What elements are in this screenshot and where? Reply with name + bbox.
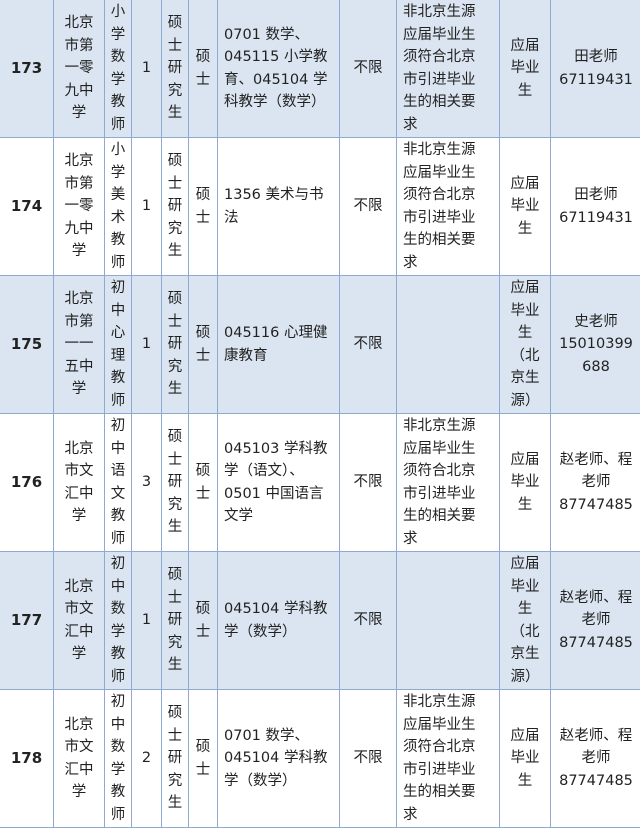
- position-name-cell: 初 中 心 理 教 师: [104, 275, 132, 414]
- contact-info-cell: 赵老师、程 老师 87747485: [550, 413, 640, 552]
- contact-info-cell: 田老师 67119431: [550, 0, 640, 138]
- school-name-cell: 北京 市第 一零 九中 学: [53, 137, 105, 276]
- hiring-count-cell: 2: [131, 689, 162, 828]
- candidate-source-cell: 应届 毕业 生 （北 京生 源）: [499, 551, 551, 690]
- age-requirement-cell: 不限: [339, 413, 397, 552]
- candidate-source-cell: 应届 毕业 生: [499, 137, 551, 276]
- row-number-cell: 178: [0, 689, 54, 828]
- degree-requirement-cell: 硕 士: [188, 137, 218, 276]
- school-name-cell: 北京 市文 汇中 学: [53, 551, 105, 690]
- other-requirement-cell: [396, 551, 500, 690]
- age-requirement-cell: 不限: [339, 551, 397, 690]
- contact-info-cell: 赵老师、程 老师 87747485: [550, 689, 640, 828]
- school-name-cell: 北京 市第 一一 五中 学: [53, 275, 105, 414]
- position-name-cell: 初 中 语 文 教 师: [104, 413, 132, 552]
- other-requirement-cell: 非北京生源 应届毕业生 须符合北京 市引进毕业 生的相关要 求: [396, 0, 500, 138]
- hiring-count-cell: 1: [131, 0, 162, 138]
- candidate-source-cell: 应届 毕业 生: [499, 413, 551, 552]
- hiring-count-cell: 3: [131, 413, 162, 552]
- other-requirement-cell: 非北京生源 应届毕业生 须符合北京 市引进毕业 生的相关要 求: [396, 413, 500, 552]
- education-requirement-cell: 硕 士 研 究 生: [161, 0, 189, 138]
- degree-requirement-cell: 硕 士: [188, 275, 218, 414]
- education-requirement-cell: 硕 士 研 究 生: [161, 551, 189, 690]
- age-requirement-cell: 不限: [339, 689, 397, 828]
- degree-requirement-cell: 硕 士: [188, 551, 218, 690]
- major-requirement-cell: 045116 心理健 康教育: [217, 275, 340, 414]
- contact-info-cell: 史老师 15010399 688: [550, 275, 640, 414]
- major-requirement-cell: 045103 学科教 学（语文）、 0501 中国语言 文学: [217, 413, 340, 552]
- degree-requirement-cell: 硕 士: [188, 413, 218, 552]
- contact-info-cell: 田老师 67119431: [550, 137, 640, 276]
- candidate-source-cell: 应届 毕业 生: [499, 0, 551, 138]
- position-name-cell: 初 中 数 学 教 师: [104, 689, 132, 828]
- degree-requirement-cell: 硕 士: [188, 689, 218, 828]
- position-name-cell: 初 中 数 学 教 师: [104, 551, 132, 690]
- row-number-cell: 177: [0, 551, 54, 690]
- candidate-source-cell: 应届 毕业 生: [499, 689, 551, 828]
- major-requirement-cell: 1356 美术与书 法: [217, 137, 340, 276]
- other-requirement-cell: 非北京生源 应届毕业生 须符合北京 市引进毕业 生的相关要 求: [396, 137, 500, 276]
- row-number-cell: 173: [0, 0, 54, 138]
- degree-requirement-cell: 硕 士: [188, 0, 218, 138]
- school-name-cell: 北京 市文 汇中 学: [53, 413, 105, 552]
- hiring-count-cell: 1: [131, 137, 162, 276]
- row-number-cell: 176: [0, 413, 54, 552]
- education-requirement-cell: 硕 士 研 究 生: [161, 137, 189, 276]
- other-requirement-cell: [396, 275, 500, 414]
- school-name-cell: 北京 市文 汇中 学: [53, 689, 105, 828]
- education-requirement-cell: 硕 士 研 究 生: [161, 275, 189, 414]
- major-requirement-cell: 0701 数学、 045104 学科教 学（数学）: [217, 689, 340, 828]
- major-requirement-cell: 0701 数学、 045115 小学教 育、045104 学 科教学（数学）: [217, 0, 340, 138]
- row-number-cell: 174: [0, 137, 54, 276]
- hiring-count-cell: 1: [131, 275, 162, 414]
- education-requirement-cell: 硕 士 研 究 生: [161, 689, 189, 828]
- other-requirement-cell: 非北京生源 应届毕业生 须符合北京 市引进毕业 生的相关要 求: [396, 689, 500, 828]
- hiring-count-cell: 1: [131, 551, 162, 690]
- age-requirement-cell: 不限: [339, 137, 397, 276]
- age-requirement-cell: 不限: [339, 0, 397, 138]
- age-requirement-cell: 不限: [339, 275, 397, 414]
- candidate-source-cell: 应届 毕业 生 （北 京生 源）: [499, 275, 551, 414]
- row-number-cell: 175: [0, 275, 54, 414]
- major-requirement-cell: 045104 学科教 学（数学）: [217, 551, 340, 690]
- position-name-cell: 小 学 美 术 教 师: [104, 137, 132, 276]
- education-requirement-cell: 硕 士 研 究 生: [161, 413, 189, 552]
- position-name-cell: 小 学 数 学 教 师: [104, 0, 132, 138]
- contact-info-cell: 赵老师、程 老师 87747485: [550, 551, 640, 690]
- school-name-cell: 北京 市第 一零 九中 学: [53, 0, 105, 138]
